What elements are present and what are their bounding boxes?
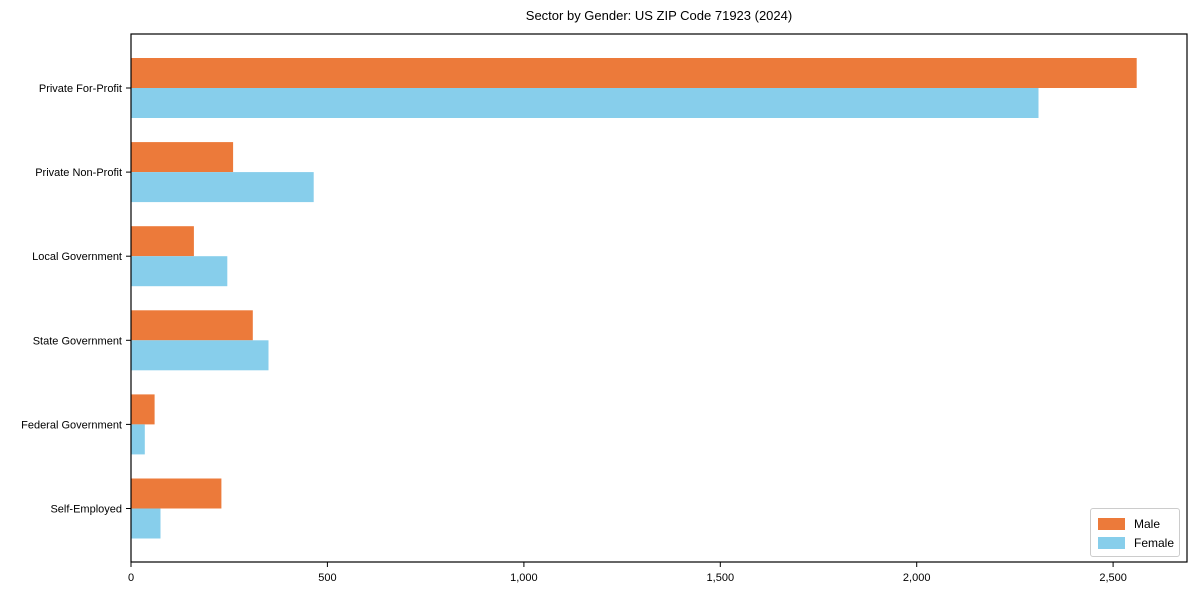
bar-female-4 — [131, 424, 145, 455]
y-tick-label: Local Government — [32, 251, 122, 263]
y-tick-label: Private Non-Profit — [35, 167, 122, 179]
x-tick-label: 1,500 — [707, 572, 735, 584]
bar-male-1 — [131, 142, 234, 173]
bar-female-1 — [131, 172, 314, 203]
chart-title: Sector by Gender: US ZIP Code 71923 (202… — [525, 8, 793, 23]
bar-female-5 — [131, 508, 161, 539]
legend-swatch-male — [1098, 517, 1125, 530]
x-tick-label: 0 — [128, 572, 134, 584]
y-tick-label: Self-Employed — [50, 504, 122, 516]
legend-label-male: Male — [1134, 516, 1161, 531]
legend-label-female: Female — [1134, 535, 1175, 550]
legend: Male Female — [1090, 508, 1180, 557]
bar-female-2 — [131, 256, 228, 287]
y-tick-label: Private For-Profit — [39, 83, 122, 95]
legend-items: Male Female — [1098, 515, 1179, 551]
bar-male-3 — [131, 310, 253, 341]
plot-frame — [130, 33, 1188, 563]
bar-male-2 — [131, 226, 194, 257]
bar-female-3 — [131, 340, 269, 371]
x-tick-label: 2,000 — [903, 572, 931, 584]
x-tick-label: 1,000 — [510, 572, 538, 584]
bar-male-0 — [131, 58, 1137, 88]
legend-swatch-female — [1098, 536, 1125, 549]
y-tick-label: State Government — [33, 335, 122, 347]
bar-male-4 — [131, 394, 155, 425]
legend-item-female: Female — [1098, 534, 1179, 551]
bar-female-0 — [131, 88, 1039, 118]
bar-male-5 — [131, 478, 222, 509]
x-tick-label: 2,500 — [1099, 572, 1127, 584]
y-tick-label: Federal Government — [21, 419, 122, 431]
legend-item-male: Male — [1098, 515, 1179, 532]
x-tick-label: 500 — [318, 572, 336, 584]
